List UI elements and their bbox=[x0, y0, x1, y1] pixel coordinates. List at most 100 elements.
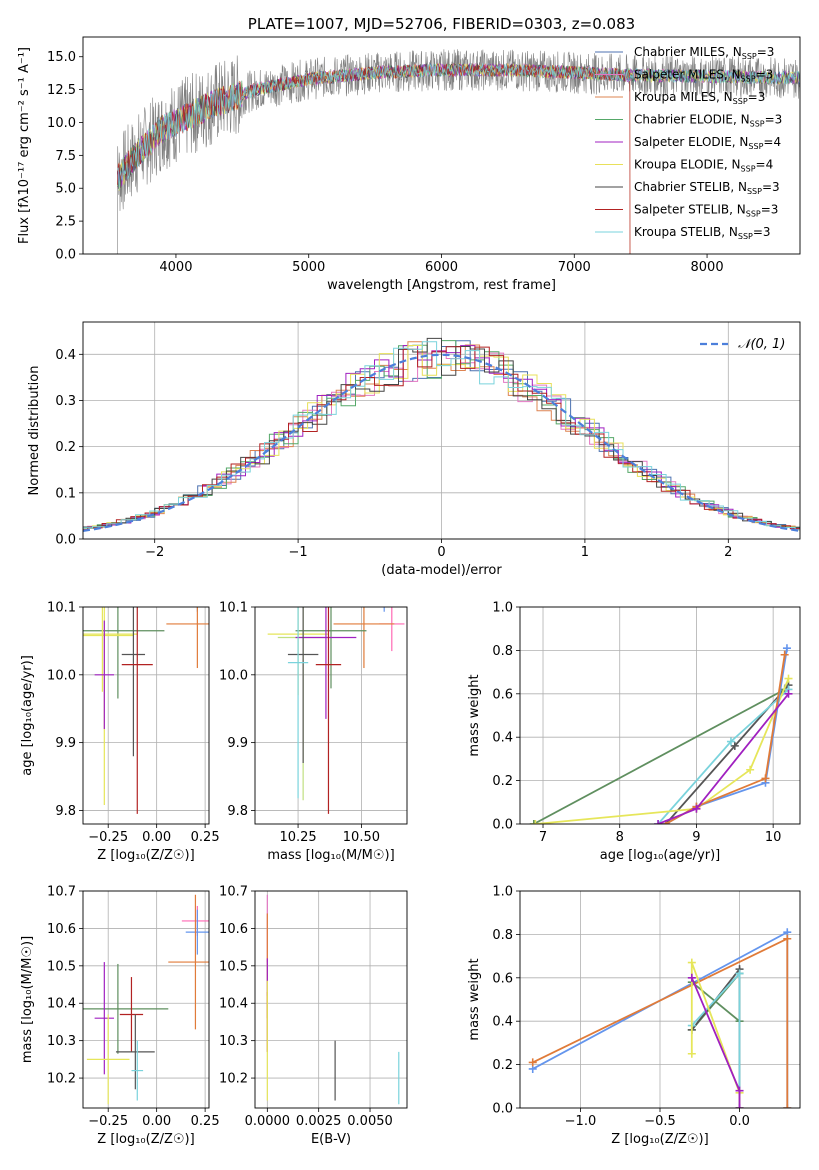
y-tick-label: 0.0 bbox=[492, 818, 513, 833]
y-tick-label: 10.6 bbox=[219, 922, 248, 937]
x-tick-label: 5000 bbox=[292, 260, 325, 275]
mass_weight_vs_age-frame bbox=[519, 606, 801, 825]
residuals-frame bbox=[82, 321, 801, 540]
y-tick-label: 10.2 bbox=[219, 1072, 248, 1087]
series-marker bbox=[783, 1104, 792, 1108]
y-tick-label: 9.8 bbox=[55, 804, 76, 819]
y-tick-label: 0.8 bbox=[492, 644, 513, 659]
x-axis-label: Z [log₁₀(Z/Z☉)] bbox=[611, 1132, 708, 1147]
series-line bbox=[665, 648, 788, 824]
mass_vs_ebv-frame bbox=[254, 890, 408, 1109]
x-tick-label: 0 bbox=[437, 545, 445, 560]
y-tick-label: 1.0 bbox=[492, 885, 513, 900]
x-tick-label: −2 bbox=[145, 545, 164, 560]
y-axis-label: Flux [fλ10⁻¹⁷ erg cm⁻² s⁻¹ A⁻¹] bbox=[17, 47, 32, 244]
y-tick-label: 10.3 bbox=[219, 1034, 248, 1049]
spectrum-legend: Chabrier MILES, NSSP=3 Salpeter MILES, NS… bbox=[595, 45, 782, 241]
chart-title: PLATE=1007, MJD=52706, FIBERID=0303, z=0… bbox=[248, 15, 635, 33]
x-tick-label: −1 bbox=[289, 545, 308, 560]
y-tick-label: 9.9 bbox=[227, 736, 248, 751]
residual-histogram-line bbox=[83, 350, 800, 531]
series-marker bbox=[687, 1049, 696, 1058]
y-axis-label: mass [log₁₀(M/M☉)] bbox=[20, 936, 35, 1063]
mass_vs_Z-axes: −0.25 0.00 0.25 10.2 10.3 10.4 10.5 10.6 10.7 Z [… bbox=[20, 885, 220, 1148]
residual-histogram-line bbox=[83, 337, 800, 531]
y-tick-label: 9.8 bbox=[227, 804, 248, 819]
x-axis-label: wavelength [Angstrom, rest frame] bbox=[327, 278, 556, 293]
residual-legend: 𝒩(0, 1) bbox=[700, 337, 785, 352]
y-tick-label: 0.8 bbox=[492, 928, 513, 943]
legend-entry: Chabrier MILES, NSSP=3 bbox=[634, 45, 774, 61]
series-marker bbox=[529, 820, 538, 824]
age_vs_mass-points bbox=[267, 607, 405, 814]
x-tick-label: 0.00 bbox=[142, 1114, 171, 1129]
y-tick-label: 0.2 bbox=[55, 440, 76, 455]
y-tick-label: 7.5 bbox=[55, 149, 76, 164]
y-tick-label: 5.0 bbox=[55, 182, 76, 197]
y-tick-label: 0.3 bbox=[55, 394, 76, 409]
y-tick-label: 0.4 bbox=[492, 731, 513, 746]
y-tick-label: 10.7 bbox=[47, 885, 76, 900]
y-tick-label: 10.4 bbox=[219, 997, 248, 1012]
legend-entry: Salpeter STELIB, NSSP=3 bbox=[634, 203, 778, 219]
x-tick-label: 7 bbox=[539, 830, 547, 845]
y-axis-label: Normed distribution bbox=[27, 366, 42, 496]
series-marker bbox=[761, 774, 770, 783]
series-line bbox=[690, 977, 741, 1108]
age_vs_Z-axes: −0.25 0.00 0.25 9.8 9.9 10.0 10.1 Z [log₁₀(Z/Z☉… bbox=[20, 601, 220, 864]
series-marker bbox=[746, 765, 755, 774]
y-tick-label: 9.9 bbox=[55, 736, 76, 751]
series-marker bbox=[726, 737, 735, 746]
y-tick-label: 10.7 bbox=[219, 885, 248, 900]
y-tick-label: 10.4 bbox=[47, 997, 76, 1012]
model-spectrum-line bbox=[117, 62, 631, 254]
x-tick-label: −1.0 bbox=[565, 1114, 597, 1129]
y-tick-label: 0.2 bbox=[492, 774, 513, 789]
series-line bbox=[691, 966, 741, 1108]
series-marker bbox=[687, 958, 696, 967]
x-tick-label: 8000 bbox=[691, 260, 724, 275]
x-axis-label: E(B-V) bbox=[311, 1132, 351, 1147]
model-spectrum-line bbox=[117, 63, 800, 190]
mass_weight_vs_age-series bbox=[529, 644, 793, 824]
legend-entry: Chabrier STELIB, NSSP=3 bbox=[634, 180, 780, 196]
y-tick-label: 0.0 bbox=[55, 248, 76, 263]
x-tick-label: 8 bbox=[616, 830, 624, 845]
y-tick-label: 2.5 bbox=[55, 215, 76, 230]
y-tick-label: 10.0 bbox=[219, 668, 248, 683]
model-spectrum-line bbox=[117, 62, 631, 254]
x-tick-label: 0.00 bbox=[142, 830, 171, 845]
series-marker bbox=[730, 741, 739, 750]
y-tick-label: 0.6 bbox=[492, 971, 513, 986]
legend-entry: Kroupa MILES, NSSP=3 bbox=[634, 90, 765, 106]
x-tick-label: 9 bbox=[692, 830, 700, 845]
y-axis-label: age [log₁₀(age/yr)] bbox=[20, 655, 35, 776]
x-tick-label: 0.0050 bbox=[347, 1114, 393, 1129]
age_vs_Z-frame bbox=[82, 606, 210, 825]
x-tick-label: 1 bbox=[581, 545, 589, 560]
y-tick-label: 15.0 bbox=[47, 50, 76, 65]
series-marker bbox=[780, 650, 789, 659]
x-axis-label: age [log₁₀(age/yr)] bbox=[600, 848, 721, 863]
mass_vs_Z-points bbox=[83, 894, 209, 1105]
y-tick-label: 1.0 bbox=[492, 601, 513, 616]
series-marker bbox=[735, 1104, 744, 1108]
x-tick-label: 10.25 bbox=[279, 830, 316, 845]
y-tick-label: 10.1 bbox=[219, 601, 248, 616]
legend-entry: Salpeter MILES, NSSP=3 bbox=[634, 68, 773, 84]
residuals-axes: −2 −1 0 1 2 0.0 0.1 0.2 0.3 0.4 (data-model)/error… bbox=[27, 322, 800, 578]
x-tick-label: 0.0000 bbox=[245, 1114, 291, 1129]
series-marker bbox=[735, 1086, 744, 1095]
y-tick-label: 0.0 bbox=[55, 533, 76, 548]
series-marker bbox=[528, 1058, 537, 1067]
series-marker bbox=[783, 934, 792, 943]
legend-entry: Kroupa STELIB, NSSP=3 bbox=[634, 225, 771, 241]
series-line bbox=[533, 688, 786, 824]
x-axis-label: (data-model)/error bbox=[381, 563, 502, 578]
x-tick-label: 10.50 bbox=[343, 830, 380, 845]
age_vs_mass-axes: 10.25 10.50 9.8 9.9 10.0 10.1 mass [log₁₀(M/M☉… bbox=[219, 601, 407, 863]
y-axis-label: mass weight bbox=[467, 958, 482, 1040]
legend-entry: Salpeter ELODIE, NSSP=4 bbox=[634, 135, 781, 151]
x-tick-label: 10 bbox=[765, 830, 782, 845]
